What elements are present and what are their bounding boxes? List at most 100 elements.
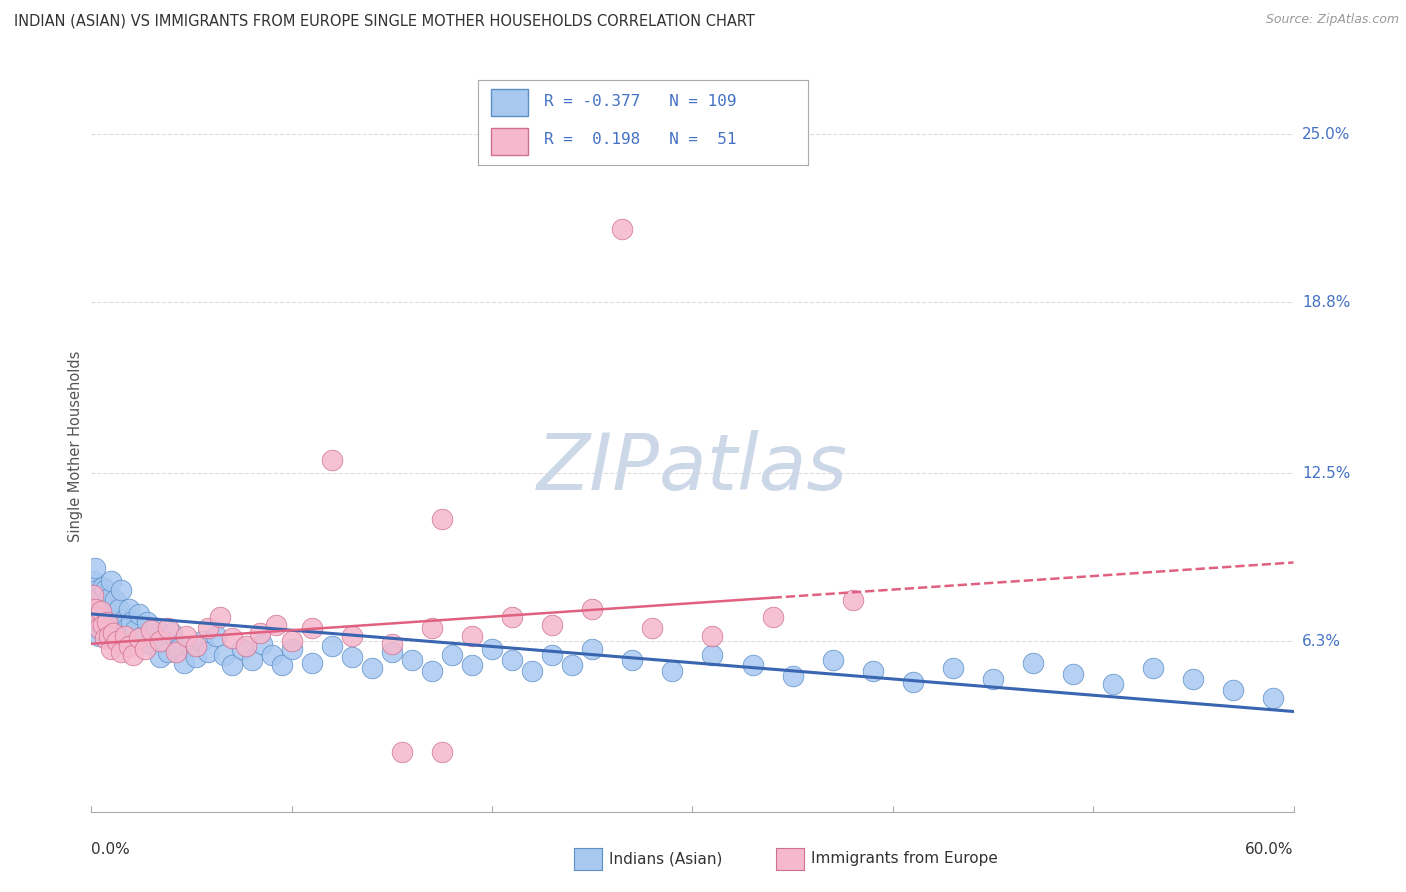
Point [166,642,188,657]
Point [221,632,243,646]
Point [204,629,226,643]
Point [98,629,121,643]
Point [93,624,115,638]
Point [197,620,219,634]
Point [1142,661,1164,675]
Point [270,658,292,673]
Point [112,626,135,640]
Point [118,601,141,615]
Point [401,653,423,667]
Text: 0.0%: 0.0% [91,842,131,857]
Point [340,629,363,643]
Point [391,745,413,759]
Point [862,664,884,678]
Point [501,609,523,624]
Point [235,640,257,654]
Point [762,609,785,624]
Point [108,601,131,615]
Point [100,620,122,634]
Point [741,658,763,673]
Point [86,582,108,597]
Point [82,601,104,615]
Point [581,642,603,657]
Point [208,609,231,624]
Text: 25.0%: 25.0% [1302,127,1350,142]
Point [1062,666,1084,681]
Text: 12.5%: 12.5% [1302,466,1350,481]
Point [901,674,924,689]
Point [321,640,343,654]
Point [89,629,111,643]
Point [360,661,382,675]
Point [841,593,863,607]
Point [117,620,139,634]
Text: Immigrants from Europe: Immigrants from Europe [811,852,998,866]
Point [184,640,207,654]
Point [141,624,163,638]
Point [221,658,243,673]
Point [84,561,107,575]
Point [197,645,219,659]
Point [104,593,127,607]
Point [981,672,1004,686]
Point [156,620,179,634]
Point [96,615,118,629]
Point [94,599,117,613]
Point [522,664,544,678]
Point [124,624,146,638]
Point [148,634,170,648]
Point [121,615,143,629]
Point [782,669,804,683]
Point [381,637,404,651]
Point [160,626,183,640]
Point [132,629,155,643]
Point [420,664,443,678]
Point [641,620,664,634]
Point [93,580,115,594]
Point [90,604,112,618]
Point [264,617,287,632]
Point [122,648,145,662]
Point [100,574,122,589]
Point [90,588,112,602]
Point [240,653,263,667]
Point [212,648,235,662]
Point [84,609,107,624]
Text: INDIAN (ASIAN) VS IMMIGRANTS FROM EUROPE SINGLE MOTHER HOUSEHOLDS CORRELATION CH: INDIAN (ASIAN) VS IMMIGRANTS FROM EUROPE… [14,13,755,29]
FancyBboxPatch shape [491,128,527,155]
Point [281,634,304,648]
Point [612,222,634,236]
Text: ZIPatlas: ZIPatlas [537,430,848,506]
Point [86,620,108,634]
Point [541,648,564,662]
Point [281,642,304,657]
Point [461,629,484,643]
Point [98,615,121,629]
Text: 18.8%: 18.8% [1302,295,1350,310]
Point [340,650,363,665]
Point [90,615,112,629]
Point [561,658,583,673]
Point [821,653,844,667]
Point [174,629,197,643]
Point [114,612,136,626]
Point [942,661,965,675]
Point [260,648,283,662]
Point [128,607,150,621]
Point [702,629,724,643]
Point [250,637,273,651]
Point [381,645,404,659]
Point [661,664,683,678]
Y-axis label: Single Mother Households: Single Mother Households [67,351,83,541]
Point [430,745,453,759]
Point [501,653,523,667]
Text: 60.0%: 60.0% [1246,842,1294,857]
Point [98,591,121,605]
Point [94,632,117,646]
Point [231,642,253,657]
Point [301,656,323,670]
FancyBboxPatch shape [491,89,527,116]
Point [89,593,111,607]
Text: Source: ZipAtlas.com: Source: ZipAtlas.com [1265,13,1399,27]
Point [184,650,207,665]
